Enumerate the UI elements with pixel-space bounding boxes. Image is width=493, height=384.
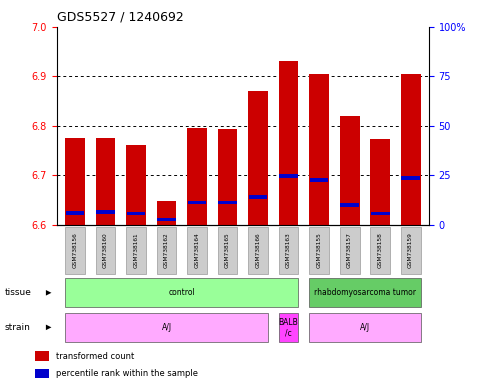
Bar xyxy=(65,138,85,225)
Text: GSM738156: GSM738156 xyxy=(72,233,77,268)
Bar xyxy=(157,227,176,274)
Bar xyxy=(35,369,49,378)
Text: GSM738161: GSM738161 xyxy=(134,233,139,268)
Bar xyxy=(96,138,115,225)
Text: BALB
/c: BALB /c xyxy=(279,318,298,337)
Bar xyxy=(65,278,298,308)
Text: A/J: A/J xyxy=(360,323,370,332)
Bar xyxy=(218,201,237,204)
Bar xyxy=(310,179,328,182)
Bar xyxy=(309,278,421,308)
Text: strain: strain xyxy=(5,323,31,332)
Bar xyxy=(401,176,420,180)
Bar xyxy=(370,139,390,225)
Bar xyxy=(371,212,389,215)
Bar xyxy=(309,227,329,274)
Bar xyxy=(188,201,207,204)
Bar xyxy=(279,313,298,342)
Text: GSM738164: GSM738164 xyxy=(195,233,200,268)
Bar xyxy=(340,116,359,225)
Text: percentile rank within the sample: percentile rank within the sample xyxy=(56,369,198,378)
Bar xyxy=(248,227,268,274)
Text: GSM738166: GSM738166 xyxy=(255,233,261,268)
Bar xyxy=(217,129,238,225)
Text: A/J: A/J xyxy=(162,323,172,332)
Bar xyxy=(279,227,298,274)
Text: GSM738157: GSM738157 xyxy=(347,233,352,268)
Text: transformed count: transformed count xyxy=(56,351,135,361)
Text: rhabdomyosarcoma tumor: rhabdomyosarcoma tumor xyxy=(314,288,416,297)
Bar xyxy=(127,212,145,215)
Bar xyxy=(35,351,49,361)
Bar xyxy=(187,128,207,225)
Bar xyxy=(217,227,238,274)
Bar xyxy=(279,174,298,178)
Bar xyxy=(340,203,359,207)
Text: GDS5527 / 1240692: GDS5527 / 1240692 xyxy=(57,10,183,23)
Bar xyxy=(248,195,268,199)
Bar xyxy=(309,313,421,342)
Bar xyxy=(96,227,115,274)
Text: GSM738159: GSM738159 xyxy=(408,233,413,268)
Bar xyxy=(187,227,207,274)
Bar xyxy=(370,227,390,274)
Text: control: control xyxy=(169,288,195,297)
Text: GSM738165: GSM738165 xyxy=(225,233,230,268)
Bar xyxy=(65,313,268,342)
Bar xyxy=(401,227,421,274)
Text: GSM738160: GSM738160 xyxy=(103,233,108,268)
Bar xyxy=(309,74,329,225)
Text: tissue: tissue xyxy=(5,288,32,297)
Text: GSM738158: GSM738158 xyxy=(378,233,383,268)
Bar xyxy=(401,74,421,225)
Bar xyxy=(157,201,176,225)
Bar xyxy=(248,91,268,225)
Bar xyxy=(340,227,359,274)
Bar xyxy=(157,218,176,222)
Bar xyxy=(65,227,85,274)
Bar xyxy=(279,61,298,225)
Bar xyxy=(126,144,146,225)
Text: GSM738163: GSM738163 xyxy=(286,233,291,268)
Text: GSM738155: GSM738155 xyxy=(317,233,321,268)
Bar xyxy=(96,210,115,214)
Bar xyxy=(126,227,146,274)
Text: GSM738162: GSM738162 xyxy=(164,233,169,268)
Bar xyxy=(66,211,84,215)
